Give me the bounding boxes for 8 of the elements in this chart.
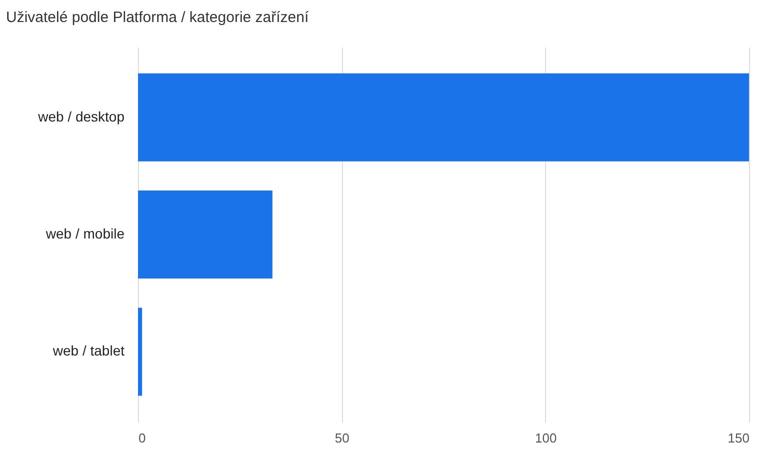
y-tick-label: web / tablet [52, 342, 125, 359]
chart-title: Uživatelé podle Platforma / kategorie zařízení [6, 9, 310, 26]
x-tick-label: 100 [534, 430, 557, 446]
x-tick-label: 0 [138, 430, 146, 446]
x-tick-label: 150 [728, 430, 750, 446]
y-tick-label: web / mobile [44, 226, 125, 242]
x-tick-label: 50 [334, 430, 350, 446]
y-tick-label: web / desktop [37, 108, 125, 124]
